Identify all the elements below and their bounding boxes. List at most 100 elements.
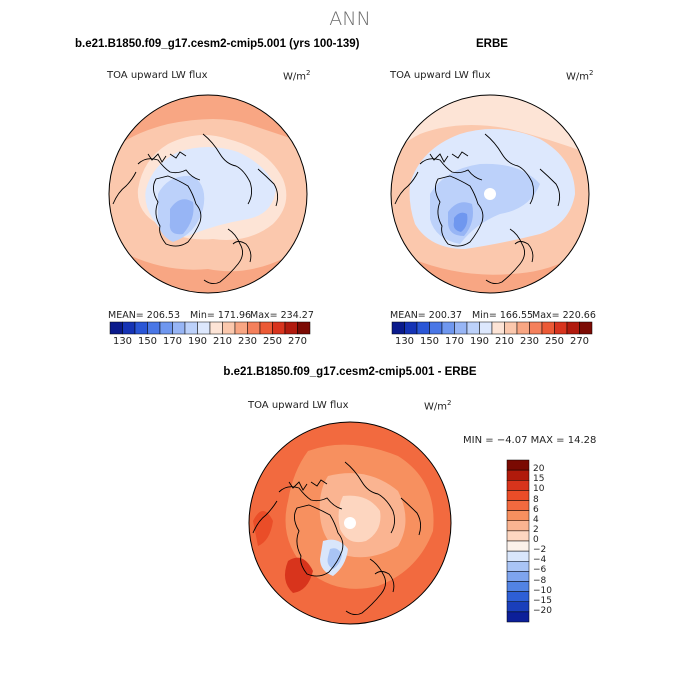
panel1-colorbar-segment: [284, 321, 298, 335]
difference-colorbar-segment: [506, 581, 530, 592]
panel1-colorbar-segment: [134, 321, 148, 335]
panel1-colorbar: [109, 321, 311, 335]
panel1-polar-map: [108, 94, 308, 294]
difference-field-negative: [327, 548, 342, 569]
difference-colorbar-tick-label: 2: [533, 524, 539, 535]
panel1-colorbar-segment: [197, 321, 211, 335]
panel2-colorbar-tick-label: 270: [569, 336, 590, 347]
panel2-variable-label: TOA upward LW flux: [390, 70, 491, 81]
difference-polar-map: [248, 421, 452, 625]
panel2-colorbar-tick-label: 250: [544, 336, 565, 347]
panel1-variable-label: TOA upward LW flux: [107, 70, 208, 81]
difference-pole-missing: [344, 517, 356, 529]
panel1-colorbar-segment: [147, 321, 161, 335]
difference-variable-label: TOA upward LW flux: [248, 400, 349, 411]
panel2-colorbar-tick-label: 150: [419, 336, 440, 347]
panel1-colorbar-tick-label: 270: [287, 336, 308, 347]
difference-colorbar-segment: [506, 611, 530, 623]
panel2-colorbar-segment: [491, 321, 505, 335]
panel1-colorbar-segment: [222, 321, 236, 335]
panel2-min-label: Min= 166.55: [472, 310, 534, 321]
difference-colorbar-segment: [506, 571, 530, 582]
panel1-colorbar-tick-label: 130: [112, 336, 133, 347]
difference-colorbar-segment: [506, 510, 530, 522]
difference-colorbar-segment: [506, 469, 530, 481]
panel2-colorbar-segment: [566, 321, 580, 335]
panel2-case-title: ERBE: [476, 38, 508, 50]
panel1-colorbar-segment: [297, 321, 311, 335]
panel2-polar-map: [390, 94, 590, 294]
difference-case-title: b.e21.B1850.f09_g17.cesm2-cmip5.001 - ER…: [223, 366, 477, 378]
difference-colorbar-segment: [506, 500, 530, 511]
panel1-max-label: Max= 234.27: [250, 310, 314, 321]
difference-colorbar-tick-label: 10: [533, 484, 545, 495]
panel1-colorbar-segment: [159, 321, 173, 335]
panel2-pole-missing: [484, 188, 496, 200]
panel2-colorbar-segment: [479, 321, 493, 335]
difference-coastlines: [252, 461, 422, 616]
difference-colorbar-segment: [506, 540, 530, 552]
difference-colorbar-ticks: 20 15 10 8 6 4 2 0 −2 −4 −6 −8 −10 −15 −20: [533, 460, 573, 622]
panel2-field-mid-north: [391, 95, 589, 159]
difference-field-positive-west: [253, 511, 273, 546]
difference-colorbar-tick-label: −20: [533, 605, 552, 616]
panel1-colorbar-segment: [109, 321, 123, 335]
difference-colorbar-tick-label: −4: [533, 555, 547, 566]
difference-minmax: MIN = −4.07 MAX = 14.28: [463, 435, 597, 446]
difference-colorbar-segment: [506, 480, 530, 491]
difference-colorbar-tick-label: 15: [533, 474, 545, 485]
panel2-colorbar-segment: [391, 321, 405, 335]
panel2-colorbar-segment: [516, 321, 530, 335]
panel1-colorbar-tick-label: 170: [162, 336, 183, 347]
panel1-map-border: [108, 94, 308, 294]
panel1-colorbar-ticks: 130 150 170 190 210 230 250 270: [110, 336, 310, 350]
panel1-case-title: b.e21.B1850.f09_g17.cesm2-cmip5.001 (yrs…: [75, 38, 360, 50]
difference-colorbar-segment: [506, 459, 530, 471]
difference-colorbar-tick-label: −2: [533, 545, 547, 556]
panel1-colorbar-segment: [272, 321, 286, 335]
panel2-colorbar-segment: [579, 321, 593, 335]
panel1-colorbar-segment: [259, 321, 273, 335]
panel2-colorbar-segment: [416, 321, 430, 335]
panel2-field-coldest: [453, 212, 468, 232]
difference-units-label: W/m2: [424, 399, 452, 413]
difference-colorbar-tick-label: 6: [533, 504, 539, 515]
panel1-colorbar-tick-label: 150: [137, 336, 158, 347]
difference-map-border: [248, 421, 452, 625]
difference-colorbar-tick-label: 8: [533, 494, 539, 505]
panel1-colorbar-segment: [184, 321, 198, 335]
panel2-colorbar-segment: [504, 321, 518, 335]
panel2-colorbar-segment: [529, 321, 543, 335]
panel1-colorbar-segment: [209, 321, 223, 335]
difference-colorbar-segment: [506, 520, 530, 532]
panel2-max-label: Max= 220.66: [532, 310, 596, 321]
panel1-colorbar-tick-label: 210: [212, 336, 233, 347]
panel1-mean-label: MEAN= 206.53: [108, 310, 181, 321]
panel1-field-coldest: [169, 199, 194, 235]
panel1-colorbar-tick-label: 250: [262, 336, 283, 347]
panel2-colorbar-tick-label: 130: [394, 336, 415, 347]
panel2-map-border: [390, 94, 590, 294]
panel1-colorbar-segment: [247, 321, 261, 335]
panel2-colorbar-tick-label: 170: [444, 336, 465, 347]
panel2-colorbar-tick-label: 230: [519, 336, 540, 347]
panel2-colorbar-segment: [554, 321, 568, 335]
difference-colorbar-tick-label: 0: [533, 535, 539, 545]
panel1-colorbar-tick-label: 230: [237, 336, 258, 347]
difference-colorbar-tick-label: −6: [533, 565, 547, 576]
panel2-colorbar: [391, 321, 593, 335]
panel2-colorbar-tick-label: 190: [469, 336, 490, 347]
panel2-colorbar-segment: [454, 321, 468, 335]
panel1-colorbar-tick-label: 190: [187, 336, 208, 347]
panel2-units-label: W/m2: [566, 69, 594, 83]
difference-field-near-zero: [338, 495, 381, 543]
difference-colorbar-tick-label: −15: [533, 595, 552, 606]
panel2-colorbar-segment: [404, 321, 418, 335]
difference-colorbar: [506, 459, 530, 623]
difference-colorbar-segment: [506, 601, 530, 613]
panel2-colorbar-segment: [466, 321, 480, 335]
panel1-colorbar-segment: [234, 321, 248, 335]
panel2-colorbar-tick-label: 210: [494, 336, 515, 347]
panel1-colorbar-segment: [172, 321, 186, 335]
difference-colorbar-segment: [506, 591, 530, 603]
